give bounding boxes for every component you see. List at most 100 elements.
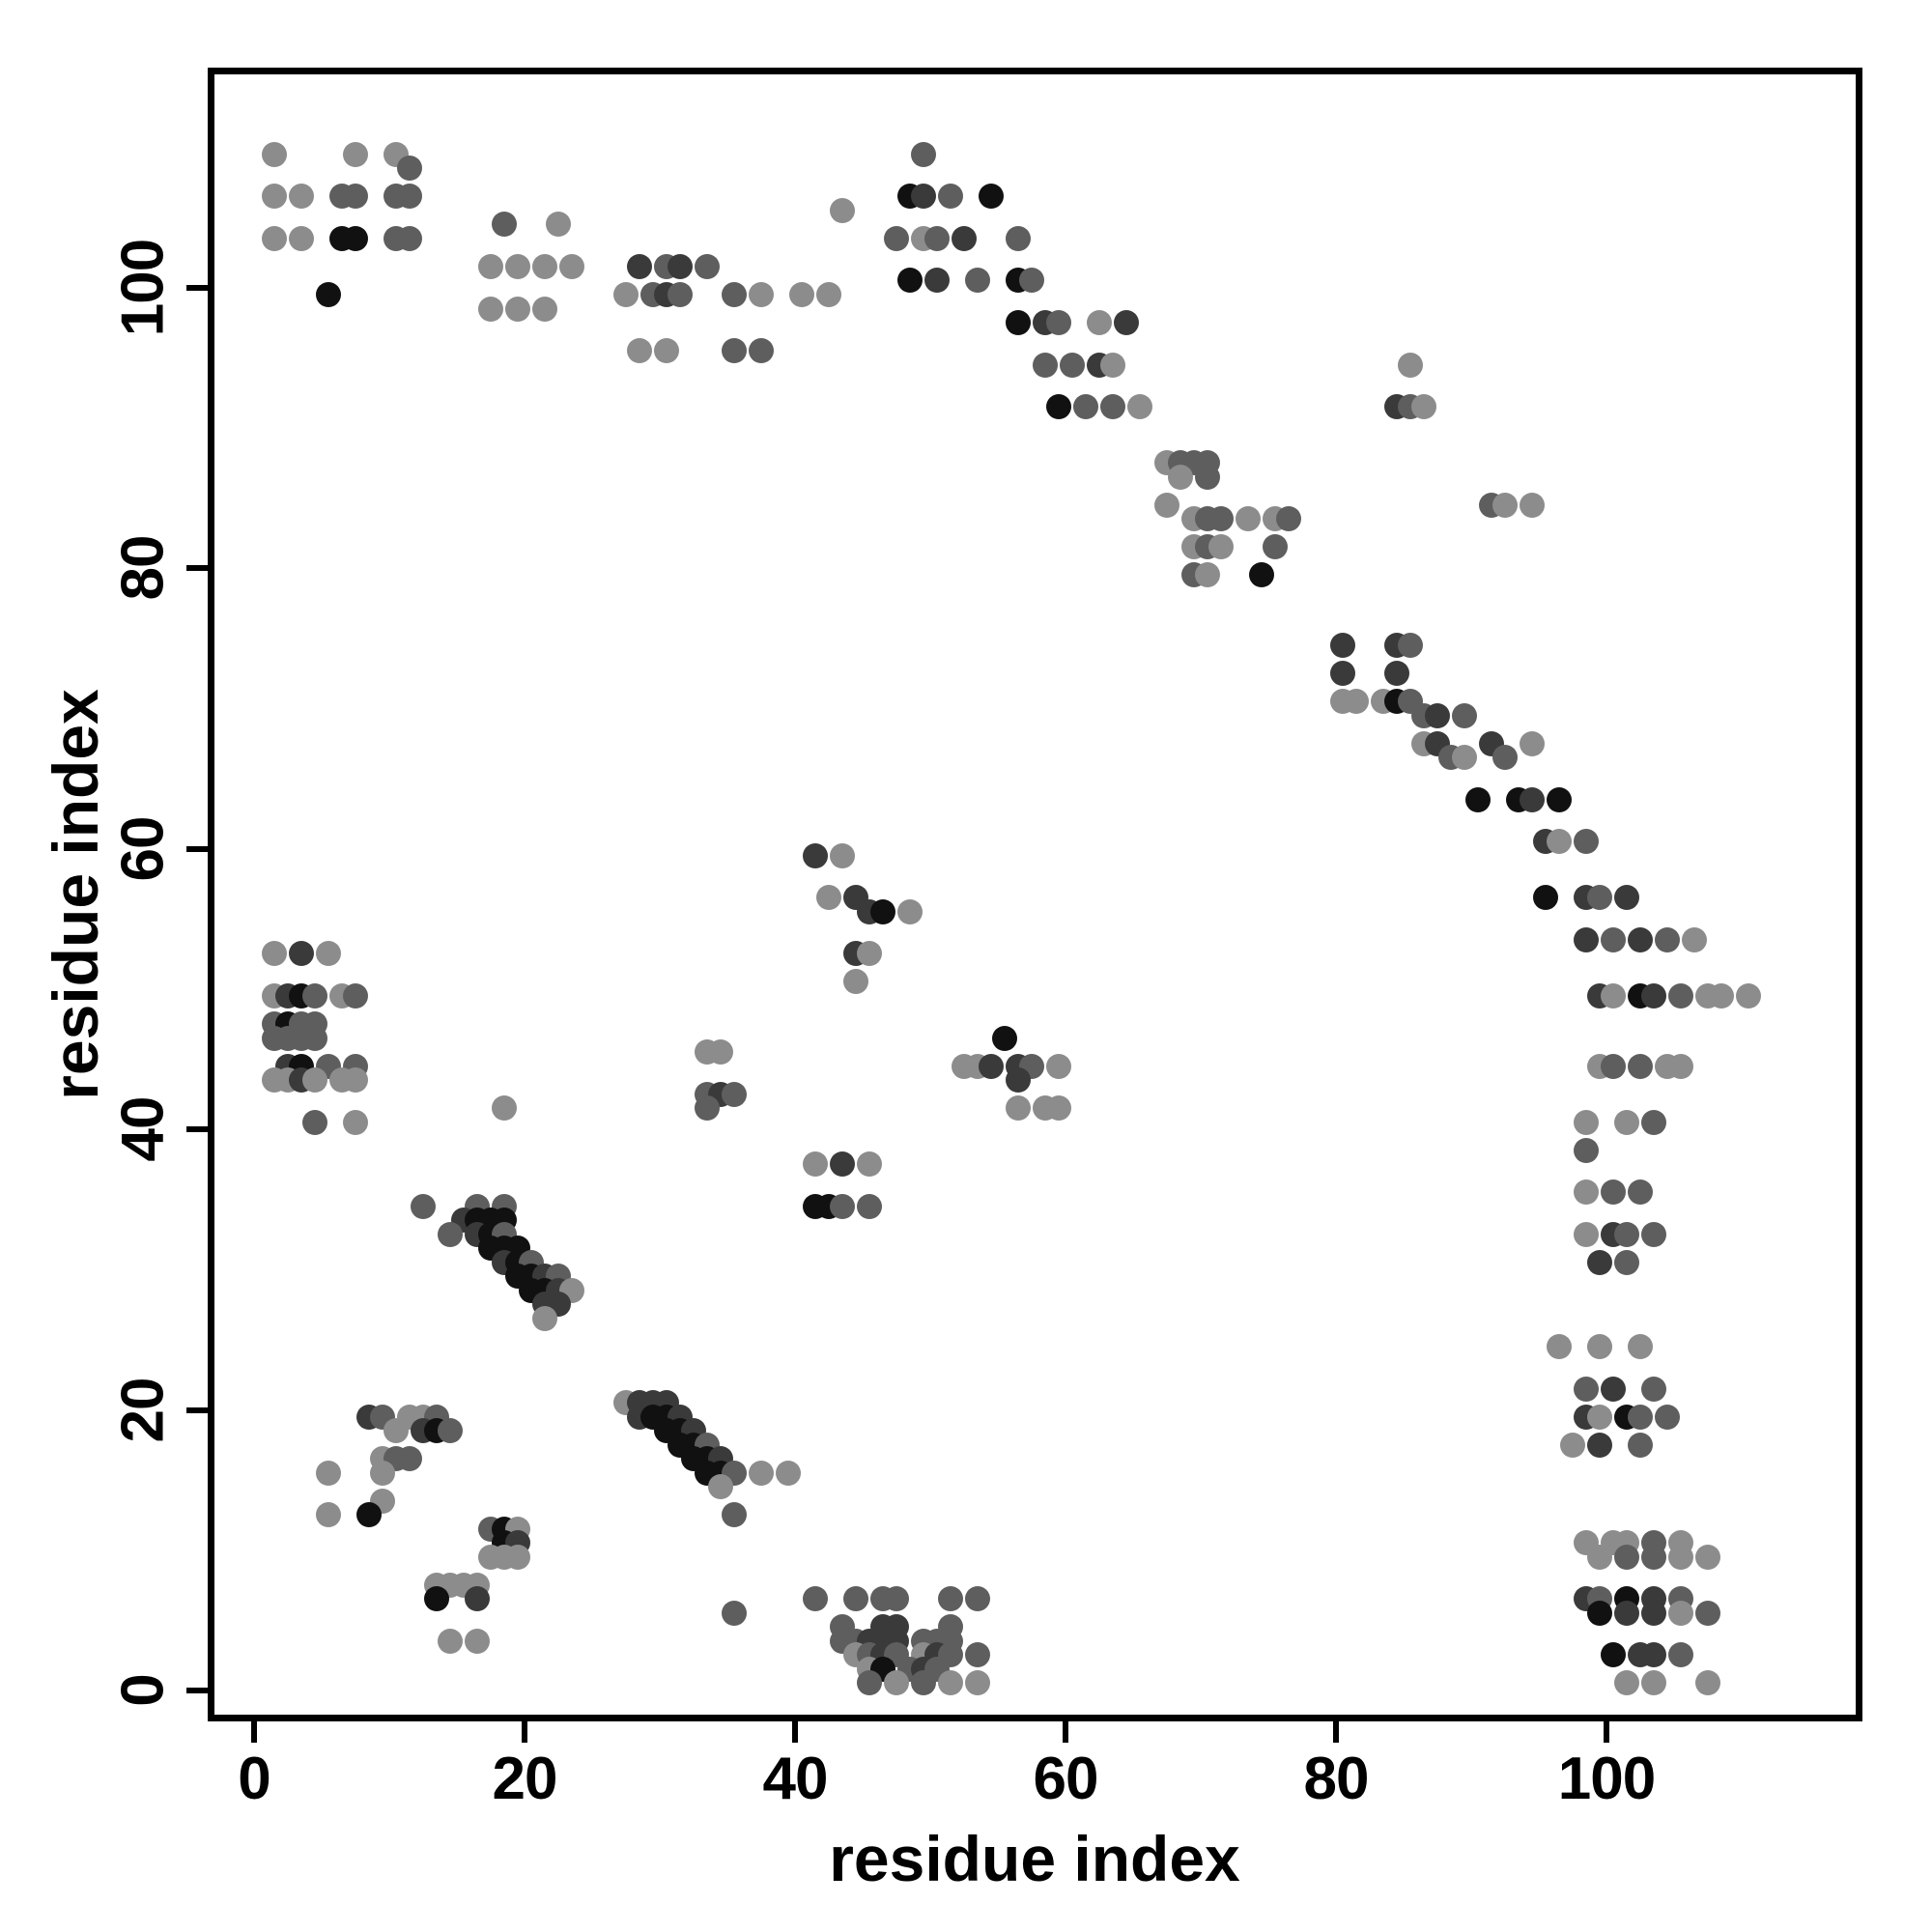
scatter-point (627, 338, 652, 364)
scatter-point (1668, 1600, 1693, 1626)
scatter-point (1398, 352, 1423, 378)
scatter-point (1520, 492, 1545, 518)
scatter-point (343, 1109, 368, 1135)
scatter-point (1668, 1053, 1693, 1079)
scatter-point (1195, 464, 1220, 490)
scatter-point (478, 253, 503, 279)
scatter-point (1587, 1334, 1612, 1359)
y-tick-label: 60 (109, 816, 177, 882)
scatter-point (262, 141, 287, 167)
scatter-point (1641, 1642, 1666, 1668)
y-tick-label: 20 (109, 1378, 177, 1443)
scatter-point (884, 1670, 909, 1696)
scatter-point (1587, 1432, 1612, 1458)
scatter-point (438, 1628, 463, 1654)
scatter-point (397, 184, 422, 210)
scatter-point (1100, 352, 1125, 378)
scatter-point (952, 225, 977, 251)
scatter-point (505, 296, 530, 322)
scatter-point (1520, 730, 1545, 756)
scatter-point (1452, 702, 1477, 728)
scatter-point (370, 1460, 395, 1486)
scatter-point (505, 1544, 530, 1570)
scatter-point (1547, 1334, 1572, 1359)
scatter-point (1655, 926, 1680, 952)
scatter-point (1060, 352, 1085, 378)
scatter-point (1614, 885, 1639, 911)
scatter-point (1330, 633, 1355, 658)
scatter-point (1046, 1053, 1071, 1079)
scatter-point (289, 941, 314, 967)
scatter-point (1208, 506, 1234, 532)
scatter-point (992, 1025, 1017, 1051)
scatter-point (884, 1586, 909, 1612)
scatter-point (695, 253, 720, 279)
scatter-point (1411, 394, 1436, 420)
scatter-point (1587, 1600, 1612, 1626)
scatter-point (722, 1600, 747, 1626)
scatter-point (397, 1446, 422, 1472)
scatter-point (979, 184, 1004, 210)
scatter-point (424, 1586, 449, 1612)
x-tick-label: 100 (1557, 1746, 1656, 1812)
scatter-point (1492, 492, 1518, 518)
scatter-point (302, 983, 327, 1009)
scatter-point (1668, 983, 1693, 1009)
y-tick (186, 1126, 208, 1133)
scatter-point (843, 1586, 868, 1612)
scatter-point (1560, 1432, 1585, 1458)
scatter-point (1628, 1432, 1653, 1458)
scatter-point (1533, 885, 1558, 911)
x-tick-label: 20 (492, 1746, 558, 1812)
scatter-point (695, 1095, 720, 1122)
scatter-point (1574, 1221, 1599, 1247)
scatter-point (397, 156, 422, 182)
scatter-point (343, 983, 368, 1009)
scatter-point (1006, 310, 1031, 336)
scatter-point (1154, 492, 1179, 518)
scatter-point (343, 184, 368, 210)
scatter-point (1682, 926, 1707, 952)
y-tick (186, 1406, 208, 1413)
scatter-point (532, 296, 557, 322)
scatter-point (1695, 1544, 1720, 1570)
scatter-point (708, 1039, 733, 1065)
scatter-point (1641, 983, 1666, 1009)
scatter-point (803, 842, 828, 868)
x-tick (792, 1721, 798, 1743)
y-tick (186, 565, 208, 572)
scatter-point (262, 941, 287, 967)
scatter-point (559, 253, 584, 279)
scatter-point (722, 1502, 747, 1528)
scatter-point (1127, 394, 1152, 420)
scatter-point (911, 1670, 936, 1696)
scatter-point (722, 1081, 747, 1107)
scatter-point (938, 1670, 963, 1696)
scatter-point (1695, 1600, 1720, 1626)
scatter-point (492, 212, 517, 238)
scatter-point (911, 184, 936, 210)
scatter-point (1006, 1067, 1031, 1094)
scatter-point (1452, 745, 1477, 771)
scatter-point (870, 898, 895, 924)
scatter-point (316, 282, 341, 307)
scatter-point (1019, 268, 1044, 294)
scatter-point (492, 1095, 517, 1122)
scatter-point (411, 1193, 436, 1219)
scatter-point (343, 225, 368, 251)
scatter-point (1574, 829, 1599, 855)
y-tick-label: 40 (109, 1096, 177, 1162)
scatter-point (722, 282, 747, 307)
scatter-point (1709, 983, 1734, 1009)
x-tick (1333, 1721, 1339, 1743)
x-tick (251, 1721, 257, 1743)
scatter-point (1574, 1376, 1599, 1402)
scatter-point (1425, 702, 1450, 728)
scatter-point (938, 1586, 963, 1612)
scatter-point (1344, 689, 1369, 715)
scatter-point (965, 1586, 990, 1612)
plot-area (208, 68, 1862, 1721)
scatter-point (1574, 926, 1599, 952)
scatter-point (343, 1067, 368, 1094)
scatter-point (884, 225, 909, 251)
